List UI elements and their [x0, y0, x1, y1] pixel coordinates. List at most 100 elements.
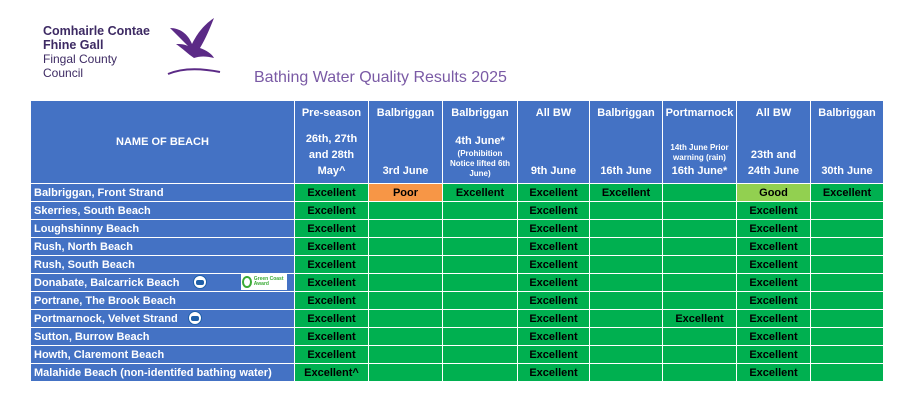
beach-name-cell: Howth, Claremont Beach	[30, 345, 295, 364]
result-cell: Excellent	[517, 327, 590, 346]
result-cell	[810, 309, 884, 328]
result-cell	[589, 273, 663, 292]
result-cell	[442, 273, 518, 292]
result-cell	[662, 273, 737, 292]
result-cell: Excellent	[517, 309, 590, 328]
blue-flag-icon	[193, 275, 207, 289]
result-cell	[442, 345, 518, 364]
result-cell	[589, 309, 663, 328]
table-row: Malahide Beach (non-identifed bathing wa…	[30, 363, 884, 382]
result-cell	[810, 327, 884, 346]
result-cell: Excellent	[662, 309, 737, 328]
result-cell	[589, 363, 663, 382]
result-cell: Excellent	[810, 183, 884, 202]
beach-name: Rush, South Beach	[34, 258, 135, 271]
beach-name-cell: Portrane, The Brook Beach	[30, 291, 295, 310]
table-row: Rush, North Beach Excellent Excellent Excel…	[30, 237, 884, 256]
table-row: Sutton, Burrow Beach Excellent Excellent Ex…	[30, 327, 884, 346]
table-header-row: NAME OF BEACH Pre-season 26th, 27th and 2…	[30, 100, 884, 184]
result-cell: Excellent	[294, 291, 369, 310]
beach-name: Skerries, South Beach	[34, 204, 151, 217]
result-cell	[589, 201, 663, 220]
result-cell	[442, 219, 518, 238]
table-row: Rush, South Beach Excellent Excellent Excel…	[30, 255, 884, 274]
column-header: Balbriggan 3rd June	[368, 100, 443, 184]
column-header: Pre-season 26th, 27th and 28th May^	[294, 100, 369, 184]
result-cell: Excellent	[736, 237, 811, 256]
result-cell: Excellent	[294, 183, 369, 202]
result-cell	[368, 291, 443, 310]
result-cell	[662, 255, 737, 274]
beach-name-cell: Portmarnock, Velvet Strand	[30, 309, 295, 328]
result-cell	[368, 201, 443, 220]
logo-line-1: Comhairle Contae	[43, 24, 150, 38]
result-cell: Excellent	[736, 273, 811, 292]
beach-name: Portrane, The Brook Beach	[34, 294, 176, 307]
beach-name: Sutton, Burrow Beach	[34, 330, 150, 343]
beach-name-cell: Sutton, Burrow Beach	[30, 327, 295, 346]
result-cell	[442, 201, 518, 220]
result-cell	[442, 363, 518, 382]
column-header: All BW 23th and 24th June	[736, 100, 811, 184]
result-cell	[662, 345, 737, 364]
logo-line-4: Council	[43, 66, 84, 80]
result-cell	[662, 219, 737, 238]
council-logo-text: Comhairle Contae Fhine Gall Fingal Count…	[43, 24, 150, 80]
result-cell	[662, 201, 737, 220]
beach-name-cell: Malahide Beach (non-identifed bathing wa…	[30, 363, 295, 382]
result-cell	[810, 219, 884, 238]
result-cell	[368, 255, 443, 274]
result-cell: Excellent	[294, 201, 369, 220]
result-cell: Excellent	[294, 255, 369, 274]
result-cell: Excellent	[517, 201, 590, 220]
result-cell	[589, 291, 663, 310]
column-header: Portmarnock 14th June Prior warning (rain…	[662, 100, 737, 184]
result-cell	[589, 327, 663, 346]
result-cell: Excellent	[517, 363, 590, 382]
result-cell: Excellent	[294, 273, 369, 292]
table-row: Howth, Claremont Beach Excellent Excellent…	[30, 345, 884, 364]
result-cell: Excellent	[294, 327, 369, 346]
column-header-name: NAME OF BEACH	[30, 100, 295, 184]
result-cell	[810, 291, 884, 310]
result-cell: Excellent	[736, 327, 811, 346]
beach-name: Donabate, Balcarrick Beach	[34, 276, 180, 289]
green-coast-award-icon: Green Coast Award	[241, 274, 287, 290]
result-cell: Excellent	[294, 345, 369, 364]
result-cell	[442, 237, 518, 256]
column-header: All BW 9th June	[517, 100, 590, 184]
beach-name-cell: Skerries, South Beach	[30, 201, 295, 220]
result-cell: Excellent	[736, 255, 811, 274]
table-row: Loughshinny Beach Excellent Excellent Excel…	[30, 219, 884, 238]
result-cell	[662, 363, 737, 382]
result-cell	[662, 237, 737, 256]
table-row: Portmarnock, Velvet Strand Excellent Excel…	[30, 309, 884, 328]
column-header: Balbriggan 16th June	[589, 100, 663, 184]
column-header: Balbriggan 4th June* (Prohibition Notice l…	[442, 100, 518, 184]
result-cell	[589, 237, 663, 256]
result-cell: Excellent	[442, 183, 518, 202]
result-cell: Excellent	[517, 255, 590, 274]
table-row: Skerries, South Beach Excellent Excellent E…	[30, 201, 884, 220]
result-cell: Poor	[368, 183, 443, 202]
beach-name: Rush, North Beach	[34, 240, 134, 253]
beach-name-cell: Rush, South Beach	[30, 255, 295, 274]
result-cell: Excellent	[517, 183, 590, 202]
beach-name: Howth, Claremont Beach	[34, 348, 165, 361]
beach-name: Balbriggan, Front Strand	[34, 186, 164, 199]
table-row: Donabate, Balcarrick Beach Green Coast Aw…	[30, 273, 884, 292]
table-row: Portrane, The Brook Beach Excellent Excell…	[30, 291, 884, 310]
beach-name-cell: Donabate, Balcarrick Beach Green Coast Aw…	[30, 273, 295, 292]
results-table: NAME OF BEACH Pre-season 26th, 27th and 2…	[30, 100, 884, 382]
result-cell	[368, 273, 443, 292]
result-cell	[810, 363, 884, 382]
beach-name: Portmarnock, Velvet Strand	[34, 312, 178, 325]
result-cell	[810, 255, 884, 274]
result-cell	[662, 291, 737, 310]
blue-flag-icon	[188, 311, 202, 325]
result-cell	[589, 255, 663, 274]
beach-name-cell: Rush, North Beach	[30, 237, 295, 256]
beach-name: Loughshinny Beach	[34, 222, 140, 235]
bird-logo-icon	[167, 18, 221, 75]
result-cell: Excellent	[294, 309, 369, 328]
